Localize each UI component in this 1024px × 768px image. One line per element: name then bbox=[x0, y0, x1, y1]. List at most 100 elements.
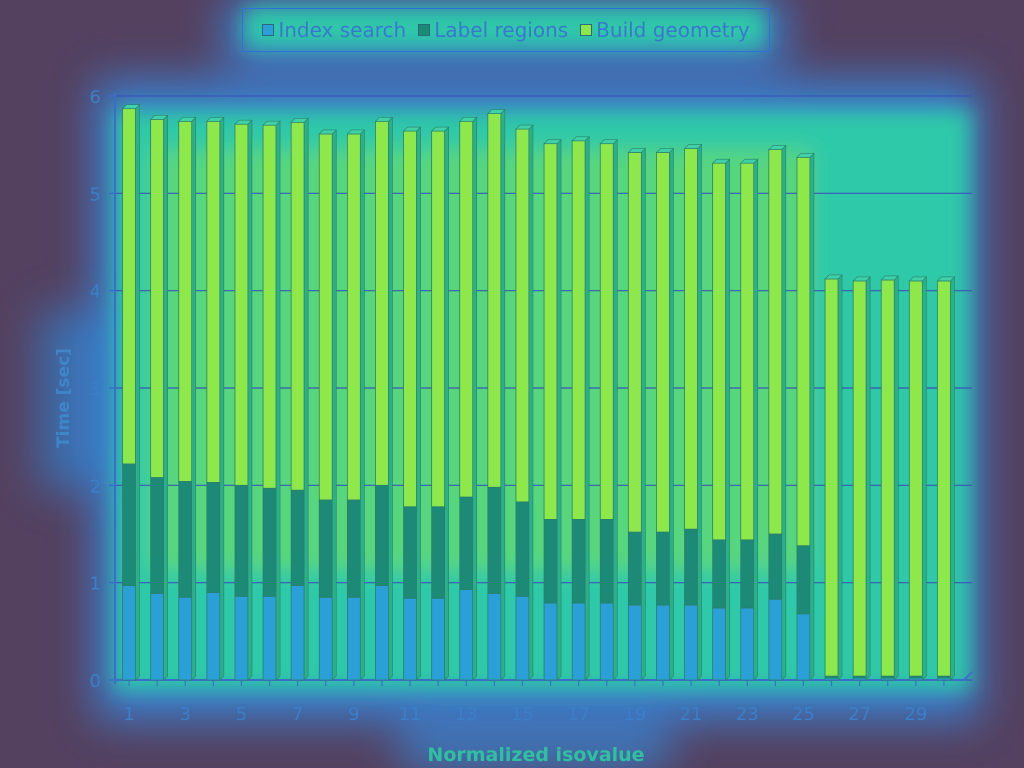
bar-side-face bbox=[219, 116, 225, 681]
bar-top-face bbox=[346, 129, 366, 135]
y-axis-title: Time [sec] bbox=[54, 348, 74, 448]
bar-side-face bbox=[669, 147, 674, 681]
bar-side-face bbox=[500, 108, 506, 681]
bar-top-face bbox=[711, 158, 731, 164]
bar-side-face bbox=[893, 275, 899, 681]
bar-top-face bbox=[459, 117, 478, 122]
bar-top-face bbox=[149, 115, 169, 120]
x-tick-label: 15 bbox=[511, 704, 534, 725]
bar-segment-build-geometry bbox=[908, 280, 923, 677]
bar-segment-index-search bbox=[627, 604, 642, 681]
bar-segment-build-geometry bbox=[824, 278, 839, 677]
bar-side-face bbox=[163, 114, 168, 681]
legend-label-index-search: Index search bbox=[278, 18, 407, 42]
bar-top-face bbox=[627, 148, 647, 153]
bar-top-face bbox=[796, 153, 815, 158]
x-tick-label: 27 bbox=[848, 704, 871, 725]
y-tick-label: 4 bbox=[90, 282, 101, 303]
bar-segment-build-geometry bbox=[656, 152, 670, 533]
bar-segment-index-search bbox=[122, 585, 136, 681]
bar-segment-label-regions bbox=[796, 545, 811, 615]
bar-segment-index-search bbox=[234, 595, 249, 681]
bar-segment-label-regions bbox=[290, 489, 305, 586]
bar-segment-build-geometry bbox=[571, 140, 586, 520]
bar-top-face bbox=[740, 158, 759, 164]
bar-side-face bbox=[191, 116, 197, 681]
bar-top-face bbox=[824, 274, 843, 280]
bar-top-face bbox=[402, 126, 422, 132]
bar-segment-build-geometry bbox=[318, 133, 333, 501]
bar-top-face bbox=[234, 119, 253, 125]
bar-segment-index-search bbox=[403, 597, 417, 681]
x-axis-depth-line bbox=[963, 671, 973, 681]
bar-segment-build-geometry bbox=[740, 162, 755, 541]
bar-segment-label-regions bbox=[206, 482, 221, 593]
bar-side-face bbox=[584, 136, 590, 681]
bar-side-face bbox=[781, 144, 787, 681]
bar-segment-build-geometry bbox=[178, 120, 193, 482]
bar-segment-index-search bbox=[543, 602, 558, 681]
bar-side-face bbox=[725, 158, 730, 681]
bar-segment-label-regions bbox=[122, 463, 136, 586]
bar-top-face bbox=[655, 148, 675, 153]
bar-segment-label-regions bbox=[150, 477, 165, 594]
y-tick-label: 1 bbox=[90, 574, 101, 595]
bar-segment-build-geometry bbox=[234, 123, 249, 486]
bar-segment-index-search bbox=[487, 592, 502, 681]
x-tick-label: 3 bbox=[180, 704, 191, 725]
legend-item-label-regions: Label regions bbox=[418, 18, 568, 42]
bar-segment-index-search bbox=[431, 597, 446, 681]
bar-segment-index-search bbox=[656, 604, 670, 681]
bar-segment-index-search bbox=[768, 598, 783, 681]
bar-top-face bbox=[430, 126, 450, 132]
bar-segment-label-regions bbox=[178, 481, 193, 598]
bar-segment-index-search bbox=[571, 602, 586, 681]
bar-side-face bbox=[556, 138, 562, 681]
bar-segment-index-search bbox=[262, 595, 277, 681]
bar-segment-label-regions bbox=[768, 533, 783, 600]
bar-segment-label-regions bbox=[571, 519, 586, 604]
bar-segment-label-regions bbox=[684, 528, 698, 606]
bar-segment-build-geometry bbox=[459, 120, 474, 498]
bar-segment-label-regions bbox=[515, 501, 530, 597]
x-tick-label: 13 bbox=[455, 704, 478, 725]
bar-side-face bbox=[331, 129, 337, 681]
bar-segment-build-geometry bbox=[290, 121, 305, 491]
x-tick-label: 29 bbox=[904, 704, 927, 725]
bar-top-face bbox=[683, 144, 703, 149]
bar-side-face bbox=[865, 276, 871, 681]
x-tick-label: 17 bbox=[567, 704, 590, 725]
bar-segment-build-geometry bbox=[515, 128, 530, 503]
legend-item-build-geometry: Build geometry bbox=[580, 18, 750, 42]
x-tick-label: 21 bbox=[680, 704, 703, 725]
bar-side-face bbox=[950, 276, 955, 681]
bar-segment-label-regions bbox=[403, 506, 417, 599]
bar-segment-label-regions bbox=[346, 499, 361, 598]
bar-segment-index-search bbox=[740, 607, 755, 681]
bar-segment-build-geometry bbox=[712, 162, 727, 541]
bar-top-face bbox=[318, 129, 337, 135]
bar-top-face bbox=[374, 117, 394, 122]
bar-top-face bbox=[262, 120, 281, 126]
bar-side-face bbox=[416, 126, 421, 681]
bar-top-face bbox=[543, 139, 562, 144]
bar-segment-build-geometry bbox=[599, 143, 614, 520]
legend-item-index-search: Index search bbox=[262, 18, 406, 42]
bar-segment-index-search bbox=[318, 596, 333, 681]
x-tick-label: 23 bbox=[736, 704, 759, 725]
bar-segment-label-regions bbox=[262, 487, 277, 597]
bar-segment-build-geometry bbox=[487, 113, 502, 488]
legend-swatch-index-search bbox=[262, 24, 275, 36]
bar-segment-index-search bbox=[515, 595, 530, 681]
bar-segment-build-geometry bbox=[627, 152, 642, 533]
legend-swatch-build-geometry bbox=[580, 24, 593, 36]
bar-side-face bbox=[922, 276, 927, 681]
x-tick-label: 5 bbox=[236, 704, 247, 725]
bar-side-face bbox=[837, 274, 843, 681]
bar-segment-index-search bbox=[178, 596, 193, 681]
legend-swatch-label-regions bbox=[418, 24, 431, 36]
x-tick-label: 1 bbox=[123, 704, 134, 725]
bar-side-face bbox=[303, 117, 309, 681]
